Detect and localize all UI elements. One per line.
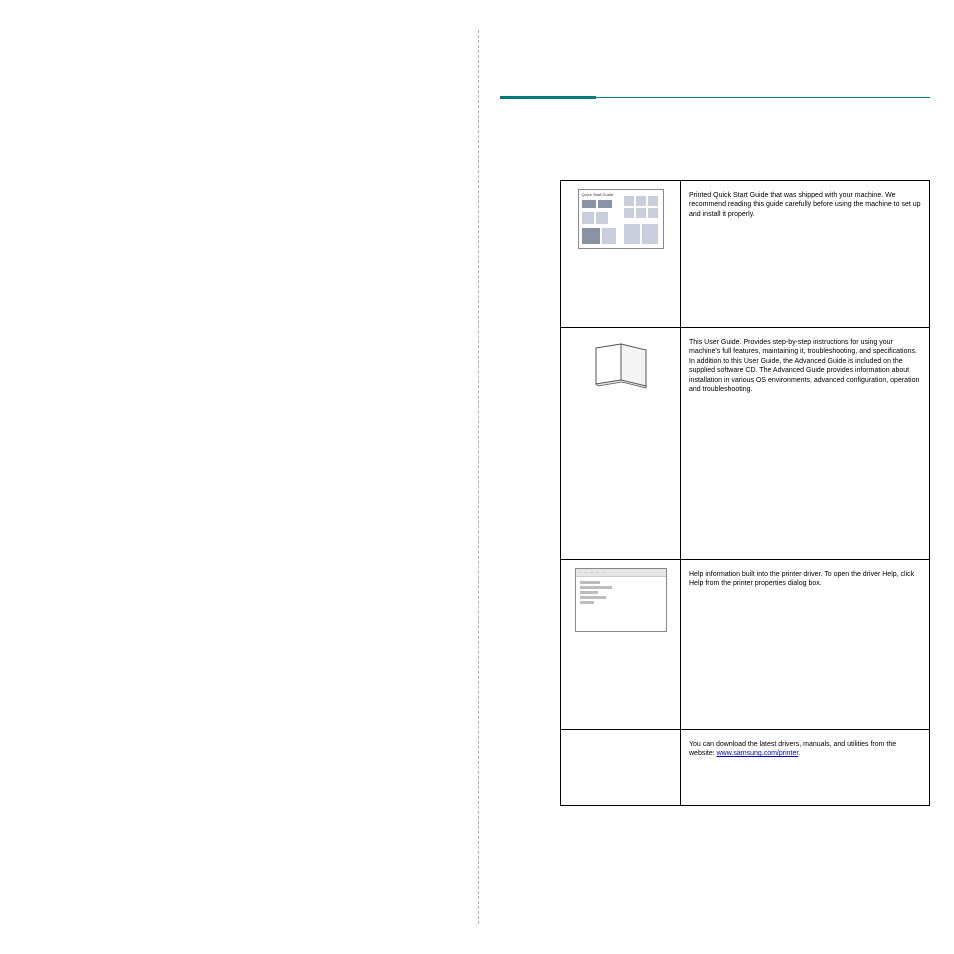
icon-cell bbox=[561, 730, 681, 805]
document-page: Quick Start Guide bbox=[0, 0, 954, 954]
description-cell: Help information built into the printer … bbox=[681, 560, 929, 729]
description-cell: This User Guide. Provides step-by-step i… bbox=[681, 328, 929, 559]
table-row: This User Guide. Provides step-by-step i… bbox=[561, 327, 929, 559]
table-row: Quick Start Guide bbox=[561, 181, 929, 327]
website-link[interactable]: www.samsung.com/printer bbox=[717, 750, 799, 757]
row-description-suffix: . bbox=[798, 750, 800, 757]
section-rule bbox=[500, 96, 930, 100]
row-description: Printed Quick Start Guide that was shipp… bbox=[689, 192, 921, 218]
resources-table: Quick Start Guide bbox=[560, 180, 930, 806]
quick-start-guide-icon: Quick Start Guide bbox=[578, 189, 664, 249]
icon-cell: — — — — — bbox=[561, 560, 681, 729]
help-window-icon: — — — — — bbox=[575, 568, 667, 632]
book-icon bbox=[586, 336, 656, 392]
row-description: This User Guide. Provides step-by-step i… bbox=[689, 339, 919, 393]
row-description: Help information built into the printer … bbox=[689, 571, 914, 587]
column-divider bbox=[478, 30, 479, 924]
description-cell: Printed Quick Start Guide that was shipp… bbox=[681, 181, 929, 327]
table-row: You can download the latest drivers, man… bbox=[561, 729, 929, 805]
table-row: — — — — — Help information built into th… bbox=[561, 559, 929, 729]
icon-cell bbox=[561, 328, 681, 559]
icon-cell: Quick Start Guide bbox=[561, 181, 681, 327]
description-cell: You can download the latest drivers, man… bbox=[681, 730, 929, 805]
